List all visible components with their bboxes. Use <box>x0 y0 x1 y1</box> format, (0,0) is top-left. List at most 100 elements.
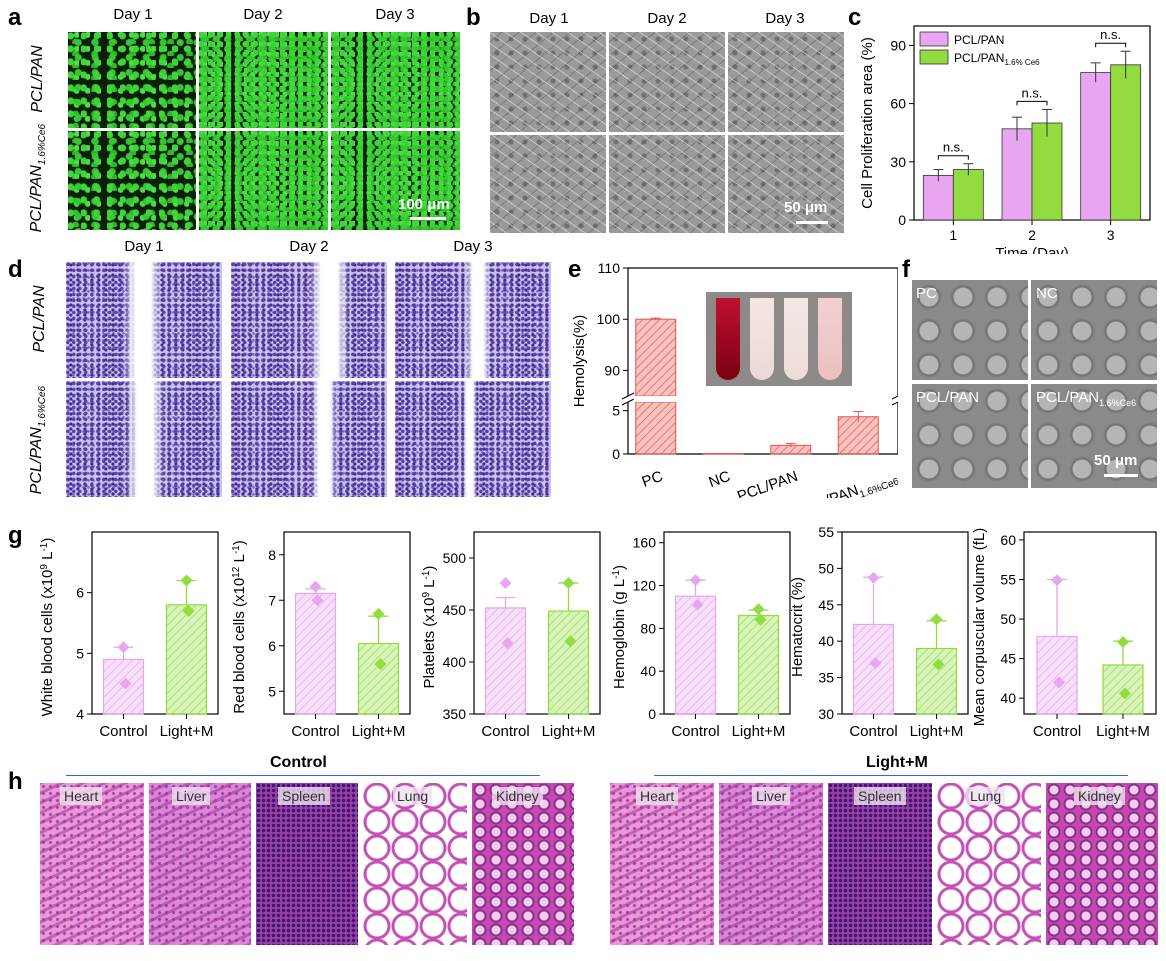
g-plot-frame <box>283 531 411 715</box>
d-day2-label: Day 2 <box>289 238 329 255</box>
e-xtick-label: PC <box>640 468 666 491</box>
h-control-heart <box>40 783 144 945</box>
g-data-point <box>119 677 132 690</box>
d-image-day3-ce6 <box>395 381 551 497</box>
h-light-liver <box>719 783 823 945</box>
h-light-kidney <box>1046 783 1158 945</box>
c-bar <box>1031 122 1063 221</box>
a-image-day2-ce6 <box>199 131 328 230</box>
h-control-kidney <box>472 783 574 945</box>
h-control-liver-label: Liver <box>172 787 211 805</box>
panel-label-e: e <box>568 256 582 283</box>
c-legend-label-2-sub: 1.6% Ce6 <box>1004 58 1040 67</box>
g-data-point <box>499 576 512 589</box>
a-row2-sub: 1.6%Ce6 <box>37 123 49 166</box>
chart-c: 0 30 60 90 1 n.s. 2 n.s. 3 n.s. Time (Day) Cell Pro… <box>859 25 1151 254</box>
g-ylabel-superscript: -1 <box>231 545 242 554</box>
g-plot-frame <box>841 531 969 715</box>
chart-g1: 4 5 6 Control Light+M White blood cells (x109… <box>39 531 219 740</box>
g-ytick-label: 450 <box>443 602 467 618</box>
h-light-heart <box>610 783 714 945</box>
g-ytick-label: 4 <box>76 706 84 722</box>
g-ytick-label: 0 <box>648 706 656 722</box>
f-scale-bar <box>1104 474 1138 477</box>
chart-g6: 40 45 50 55 60 Control Light+M Mean corpuscular… <box>971 528 1157 740</box>
g-ytick-label: 160 <box>633 535 657 551</box>
g-ytick-label: 7 <box>268 592 276 608</box>
b-day1-label: Day 1 <box>529 10 569 27</box>
f-label-ce6-sub: 1.6%Ce6 <box>1099 398 1137 408</box>
g-bar <box>915 647 958 715</box>
d-image-day1-ce6 <box>66 381 222 497</box>
g-bar <box>737 614 780 715</box>
h-light-spleen <box>828 783 932 945</box>
e-tube-ce6 <box>818 298 842 380</box>
d-image-day2-ce6 <box>231 381 387 497</box>
d-row1-label: PCL/PAN <box>31 285 48 353</box>
h-control-spleen <box>256 783 358 945</box>
g-bar <box>165 604 208 715</box>
b-image-day3-ce6 <box>728 135 844 233</box>
g-ylabel-part: L <box>39 552 56 565</box>
g-xtick-label: Light+M <box>1096 723 1150 740</box>
h-light-line <box>654 775 1128 776</box>
g-data-point <box>117 641 130 654</box>
h-control-lung <box>363 783 467 945</box>
c-sig-label: n.s. <box>1100 27 1121 42</box>
c-ytick-label: 60 <box>890 96 906 112</box>
g-ylabel-part: L <box>421 579 438 592</box>
g-data-point <box>1117 635 1129 648</box>
f-image-nc <box>1031 280 1157 380</box>
g-ytick-label: 80 <box>640 620 656 636</box>
g-ytick-label: 50 <box>818 560 834 576</box>
g-ytick-label: 30 <box>818 706 834 722</box>
g-data-point <box>869 657 882 670</box>
g-ytick-label: 40 <box>1000 690 1016 706</box>
g-xtick-label: Light+M <box>352 723 406 740</box>
c-bar <box>1080 72 1112 221</box>
a-day2-label: Day 2 <box>243 6 283 23</box>
g-data-point <box>867 571 880 584</box>
g-ytick-label: 55 <box>1000 571 1016 587</box>
c-legend-label-1: PCL/PAN <box>954 33 1004 47</box>
g-xtick-label: Light+M <box>542 723 596 740</box>
g-xtick-label: Control <box>849 723 897 740</box>
g-data-point <box>501 637 514 650</box>
d-image-day2-pcl <box>231 262 387 378</box>
e-ytick-label: 5 <box>612 403 620 419</box>
g-ylabel: Mean corpuscular volume (fL) <box>971 528 988 726</box>
g-ylabel-part: ) <box>421 566 438 571</box>
g-data-point <box>374 657 387 670</box>
g-xtick-label: Control <box>99 723 147 740</box>
g-xtick-label: Control <box>481 723 529 740</box>
g-plot-frame <box>473 531 601 715</box>
e-ylabel: Hemolysis(%) <box>571 315 588 408</box>
d-row2-sub: 1.6%Ce6 <box>37 385 49 428</box>
g-data-point <box>754 613 767 626</box>
h-light-lung <box>937 783 1041 945</box>
f-label-ce6-main: PCL/PAN <box>1036 389 1100 406</box>
b-image-day2-pcl <box>609 32 725 132</box>
c-bar <box>952 169 984 221</box>
f-label-ce6: PCL/PAN1.6%Ce6 <box>1036 389 1136 408</box>
c-legend-swatch-1 <box>919 31 949 47</box>
g-bar <box>484 607 527 715</box>
b-image-day2-ce6 <box>609 135 725 233</box>
d-row2-label: PCL/PAN1.6%Ce6 <box>28 362 48 518</box>
c-xtick-label: 1 <box>949 227 957 243</box>
g-data-point <box>564 635 577 648</box>
h-control-lung-label: Lung <box>393 787 433 805</box>
c-bar <box>1001 128 1033 221</box>
g-data-point <box>691 598 704 611</box>
e-xtick-label: NC <box>706 468 732 491</box>
g-xtick-label: Light+M <box>160 723 214 740</box>
g-data-point <box>1051 574 1063 587</box>
g-plot-frame <box>91 531 219 715</box>
e-break-mark <box>621 398 635 406</box>
g-ytick-label: 50 <box>1000 611 1016 627</box>
c-legend-swatch-2 <box>919 49 949 65</box>
g-data-point <box>562 576 575 589</box>
c-ytick-label: 90 <box>890 37 906 53</box>
g-ylabel: Hemoglobin (g L-1) <box>611 565 629 689</box>
g-data-point <box>689 574 702 587</box>
